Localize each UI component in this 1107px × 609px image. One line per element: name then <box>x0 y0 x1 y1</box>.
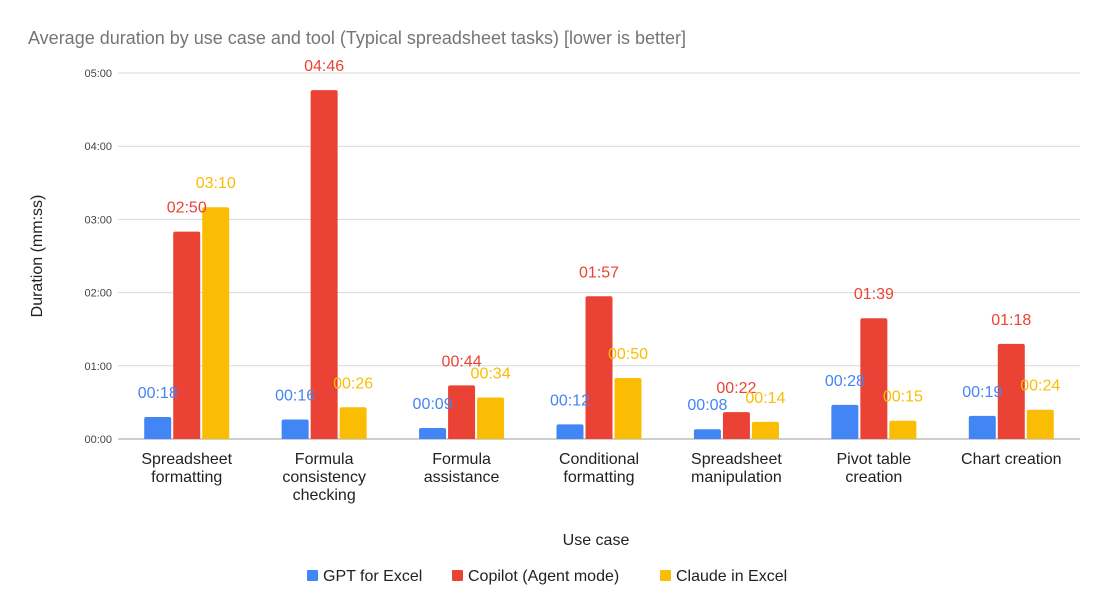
bar <box>477 397 505 439</box>
x-tick-label: Chart creation <box>961 451 1062 468</box>
y-tick-label: 02:00 <box>84 288 112 300</box>
data-label: 00:24 <box>1020 378 1060 395</box>
data-label: 00:18 <box>138 385 178 402</box>
bar <box>831 404 859 439</box>
bar <box>1026 409 1054 439</box>
data-label: 02:50 <box>167 200 207 217</box>
y-tick-label: 00:00 <box>84 434 112 446</box>
legend-label: Copilot (Agent mode) <box>468 568 619 585</box>
bar <box>419 428 447 439</box>
bar <box>968 415 996 439</box>
bars <box>144 90 1054 439</box>
bar <box>144 417 172 439</box>
data-label: 00:15 <box>883 389 923 406</box>
x-tick-label: Formula consistency checking <box>282 451 366 504</box>
data-label: 00:14 <box>745 390 785 407</box>
data-label: 00:12 <box>550 392 590 409</box>
bar <box>614 378 642 439</box>
data-label: 00:34 <box>471 366 511 383</box>
y-tick-label: 05:00 <box>84 68 112 80</box>
data-label: 01:39 <box>854 286 894 303</box>
legend-swatch <box>452 570 463 581</box>
legend-swatch <box>660 570 671 581</box>
y-axis-label: Duration (mm:ss) <box>29 195 46 318</box>
bar <box>860 318 888 439</box>
x-tick-label: Conditional formatting <box>559 451 639 486</box>
data-label: 00:26 <box>333 375 373 392</box>
chart-title: Average duration by use case and tool (T… <box>28 28 686 48</box>
data-label: 04:46 <box>304 58 344 75</box>
bar <box>556 424 584 439</box>
data-label: 00:50 <box>608 346 648 363</box>
bar <box>889 420 917 439</box>
data-label: 00:44 <box>442 353 482 370</box>
data-label: 00:28 <box>825 373 865 390</box>
data-label: 03:10 <box>196 175 236 192</box>
gridlines <box>118 72 1080 440</box>
bar <box>448 385 476 439</box>
bar <box>173 231 201 439</box>
bar <box>722 412 750 439</box>
x-tick-label: Pivot table creation <box>836 451 911 486</box>
bar <box>997 343 1025 439</box>
bar <box>585 296 613 439</box>
x-axis-label: Use case <box>563 532 630 549</box>
y-tick-label: 04:00 <box>84 141 112 153</box>
data-label: 01:57 <box>579 264 619 281</box>
data-label: 00:16 <box>275 387 315 404</box>
legend-label: Claude in Excel <box>676 568 787 585</box>
x-tick-label: Formula assistance <box>424 451 500 486</box>
x-tick-label: Spreadsheet formatting <box>141 451 232 486</box>
legend: GPT for Excel Copilot (Agent mode) Claude … <box>307 568 787 585</box>
bar <box>693 429 721 439</box>
bar <box>202 207 230 439</box>
x-tick-label: Spreadsheet manipulation <box>691 451 782 486</box>
data-label: 00:19 <box>962 384 1002 401</box>
data-label: 00:09 <box>413 396 453 413</box>
data-label: 00:08 <box>687 397 727 414</box>
data-labels: 00:18 02:50 03:10 00:16 04:46 00:26 00:09 00:44… <box>138 58 1061 414</box>
bar <box>339 407 367 439</box>
legend-label: GPT for Excel <box>323 568 422 585</box>
y-axis-ticks: 00:00 01:00 02:00 03:00 04:00 05:00 <box>84 68 112 446</box>
data-label: 00:22 <box>716 380 756 397</box>
y-tick-label: 01:00 <box>84 361 112 373</box>
x-axis-ticks: Spreadsheet formatting Formula consistency c… <box>141 451 1061 504</box>
bar <box>281 419 309 439</box>
legend-swatch <box>307 570 318 581</box>
bar <box>310 90 338 439</box>
y-tick-label: 03:00 <box>84 214 112 226</box>
bar <box>751 421 779 439</box>
data-label: 01:18 <box>991 312 1031 329</box>
